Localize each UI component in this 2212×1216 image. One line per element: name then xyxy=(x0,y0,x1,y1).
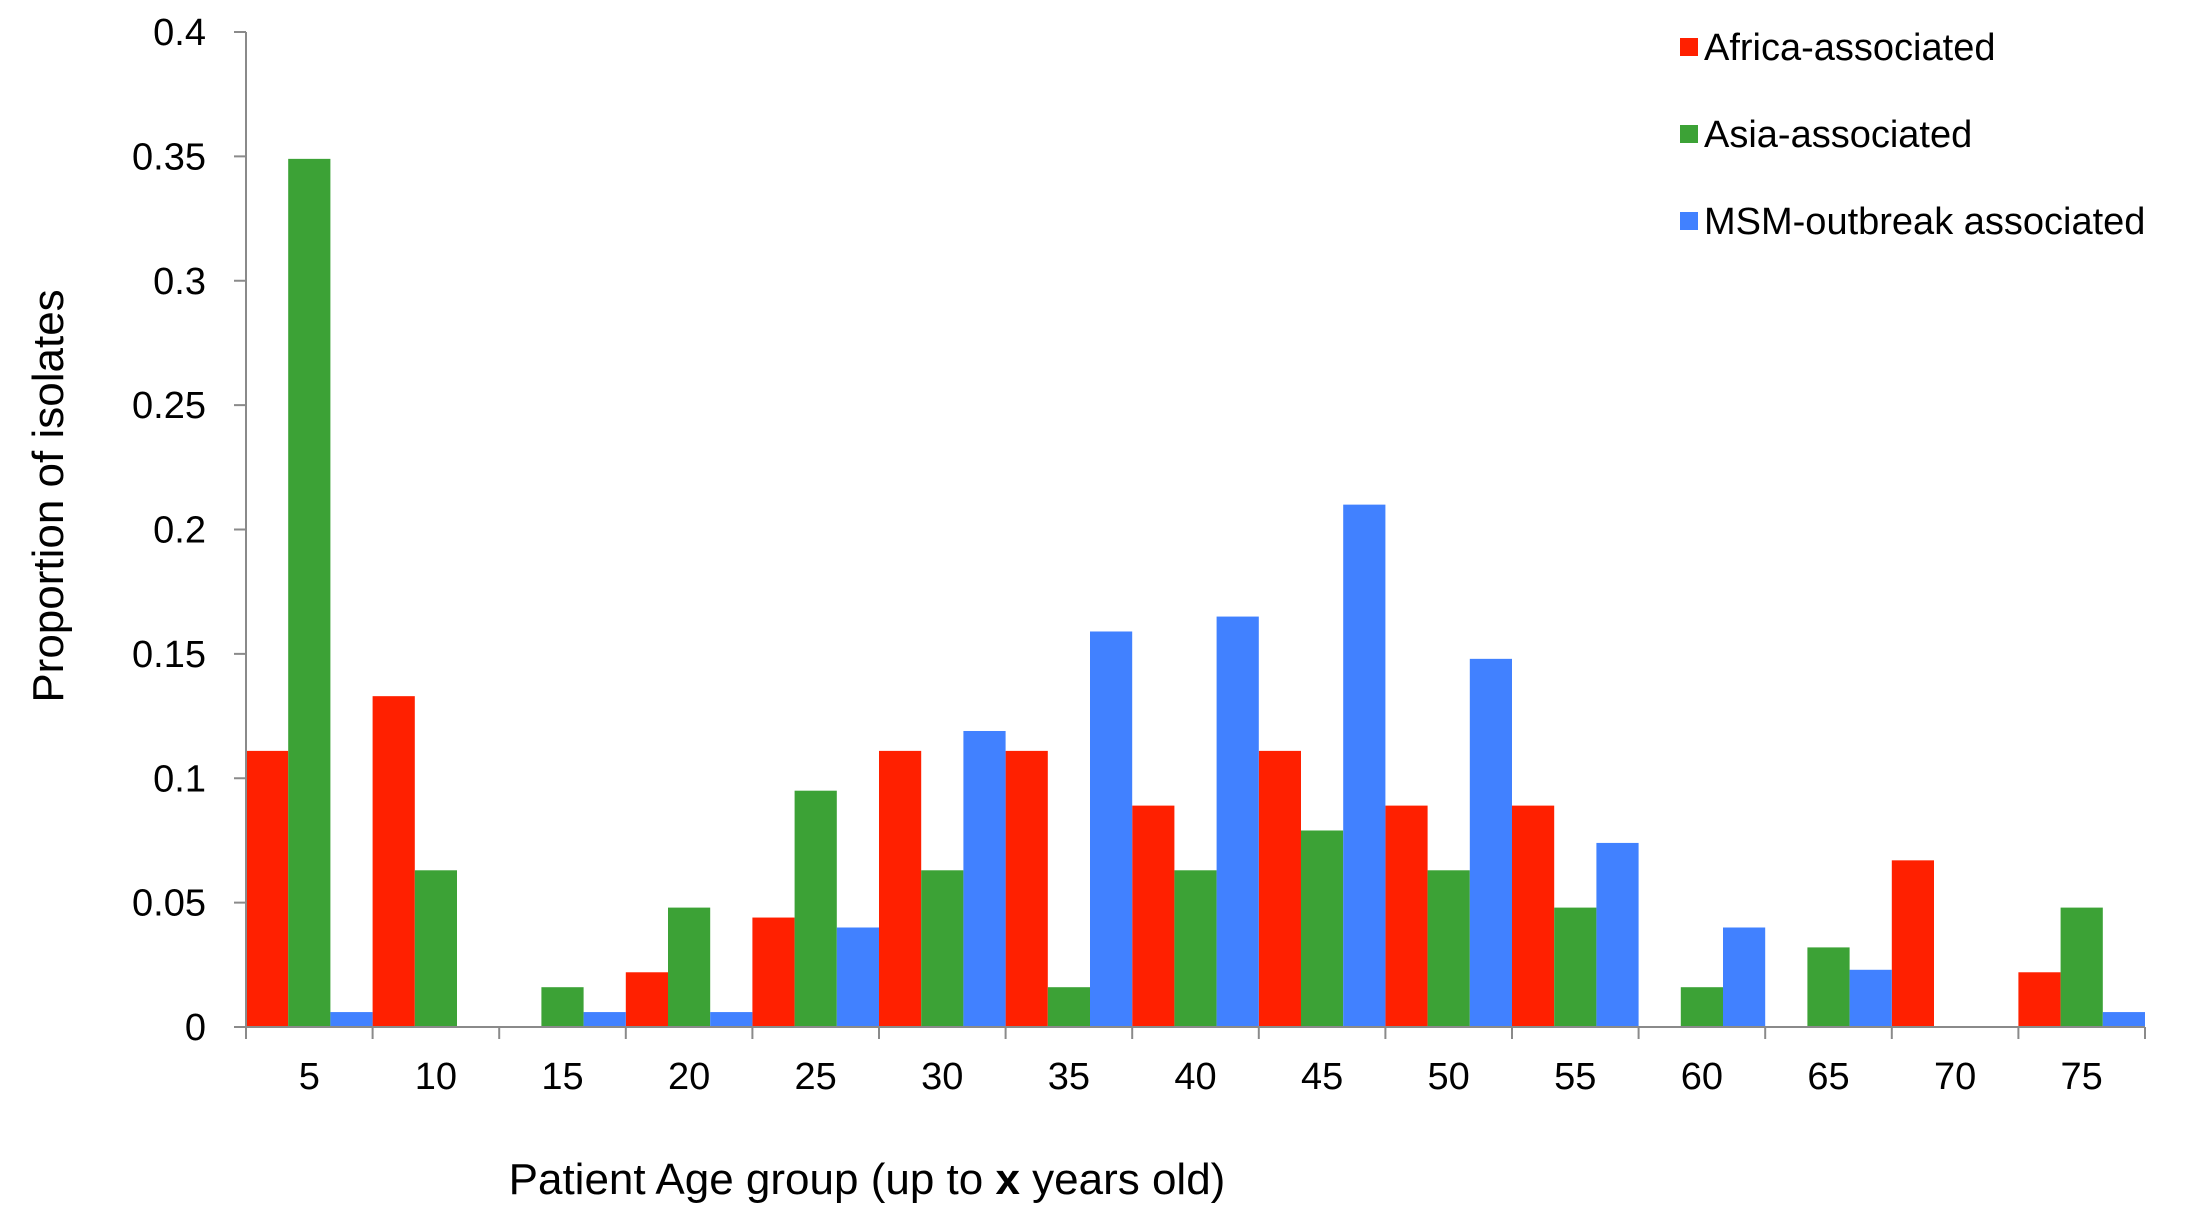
bar-msm-outbreak-associated-20 xyxy=(710,1012,753,1027)
bar-africa-associated-35 xyxy=(1005,750,1048,1027)
bar-africa-associated-45 xyxy=(1258,750,1301,1027)
legend-swatch xyxy=(1680,125,1698,143)
x-tick-label: 30 xyxy=(921,1056,963,1098)
bar-asia-associated-25 xyxy=(794,790,837,1027)
bar-africa-associated-20 xyxy=(625,972,668,1027)
bar-asia-associated-10 xyxy=(414,870,457,1027)
x-axis-ticks xyxy=(245,1027,2146,1039)
y-tick-label: 0.1 xyxy=(153,758,206,800)
bar-asia-associated-75 xyxy=(2060,907,2103,1027)
bar-asia-associated-65 xyxy=(1807,947,1850,1027)
x-tick-label: 25 xyxy=(795,1056,837,1098)
bar-africa-associated-40 xyxy=(1132,805,1175,1027)
bar-africa-associated-25 xyxy=(752,917,795,1027)
legend: Africa-associated Asia-associated MSM-outb… xyxy=(1680,27,2145,243)
bar-asia-associated-5 xyxy=(288,158,331,1028)
bar-asia-associated-55 xyxy=(1554,907,1597,1027)
legend-label: Africa-associated xyxy=(1704,27,1995,69)
bar-africa-associated-55 xyxy=(1512,805,1555,1027)
bar-asia-associated-45 xyxy=(1301,830,1344,1027)
x-axis-title-variable: x xyxy=(995,1155,1020,1204)
x-tick-label: 65 xyxy=(1807,1056,1849,1098)
bar-africa-associated-70 xyxy=(1891,860,1934,1027)
bar-msm-outbreak-associated-25 xyxy=(836,927,879,1027)
y-axis-title: Proportion of isolates xyxy=(24,289,73,702)
y-tick-label: 0.15 xyxy=(132,634,206,676)
bar-msm-outbreak-associated-30 xyxy=(963,730,1006,1027)
y-tick-label: 0.35 xyxy=(132,136,206,178)
bar-msm-outbreak-associated-5 xyxy=(330,1012,373,1027)
x-tick-label: 60 xyxy=(1681,1056,1723,1098)
y-tick-label: 0 xyxy=(185,1007,206,1049)
y-axis-tick-labels: 0 0.05 0.1 0.15 0.2 0.25 0.3 0.35 0.4 xyxy=(132,12,206,1049)
bar-asia-associated-40 xyxy=(1174,870,1217,1027)
bar-africa-associated-75 xyxy=(2018,972,2061,1027)
y-tick-label: 0.4 xyxy=(153,12,206,54)
x-tick-label: 5 xyxy=(299,1056,320,1098)
legend-label: Asia-associated xyxy=(1704,114,1972,156)
bar-africa-associated-50 xyxy=(1385,805,1428,1027)
bar-africa-associated-30 xyxy=(879,750,922,1027)
x-axis-title: Patient Age group (up to x years old) xyxy=(509,1155,1226,1204)
x-tick-label: 40 xyxy=(1174,1056,1216,1098)
x-tick-label: 75 xyxy=(2061,1056,2103,1098)
x-tick-label: 35 xyxy=(1048,1056,1090,1098)
bar-asia-associated-60 xyxy=(1680,987,1723,1027)
x-tick-label: 50 xyxy=(1428,1056,1470,1098)
bars xyxy=(246,158,2145,1028)
bar-africa-associated-10 xyxy=(372,696,415,1027)
bar-asia-associated-35 xyxy=(1047,987,1090,1027)
bar-asia-associated-20 xyxy=(668,907,711,1027)
x-tick-label: 20 xyxy=(668,1056,710,1098)
y-tick-label: 0.25 xyxy=(132,385,206,427)
bar-msm-outbreak-associated-75 xyxy=(2102,1012,2145,1027)
x-tick-label: 45 xyxy=(1301,1056,1343,1098)
legend-swatch xyxy=(1680,38,1698,56)
y-tick-label: 0.05 xyxy=(132,883,206,925)
y-tick-label: 0.2 xyxy=(153,510,206,552)
bar-msm-outbreak-associated-45 xyxy=(1343,504,1386,1027)
legend-swatch xyxy=(1680,212,1698,230)
x-tick-label: 10 xyxy=(415,1056,457,1098)
y-axis-ticks xyxy=(234,31,246,1028)
x-axis-title-prefix: Patient Age group (up to xyxy=(509,1155,996,1204)
x-tick-label: 55 xyxy=(1554,1056,1596,1098)
bar-msm-outbreak-associated-50 xyxy=(1469,658,1512,1027)
bar-msm-outbreak-associated-55 xyxy=(1596,842,1639,1027)
x-axis-title-suffix: years old) xyxy=(1020,1155,1225,1204)
bar-msm-outbreak-associated-60 xyxy=(1723,927,1766,1027)
x-tick-label: 70 xyxy=(1934,1056,1976,1098)
bar-asia-associated-15 xyxy=(541,987,584,1027)
y-tick-label: 0.3 xyxy=(153,261,206,303)
bar-msm-outbreak-associated-65 xyxy=(1849,969,1892,1027)
legend-label: MSM-outbreak associated xyxy=(1704,201,2145,243)
bar-africa-associated-5 xyxy=(246,750,289,1027)
bar-asia-associated-30 xyxy=(921,870,964,1027)
x-tick-label: 15 xyxy=(541,1056,583,1098)
bar-msm-outbreak-associated-35 xyxy=(1090,631,1133,1027)
bar-msm-outbreak-associated-40 xyxy=(1216,616,1259,1027)
bar-asia-associated-50 xyxy=(1427,870,1470,1027)
x-axis-tick-labels: 5 10 15 20 25 30 35 40 45 50 55 60 65 70 75 xyxy=(299,1056,2103,1098)
bar-msm-outbreak-associated-15 xyxy=(583,1012,626,1027)
